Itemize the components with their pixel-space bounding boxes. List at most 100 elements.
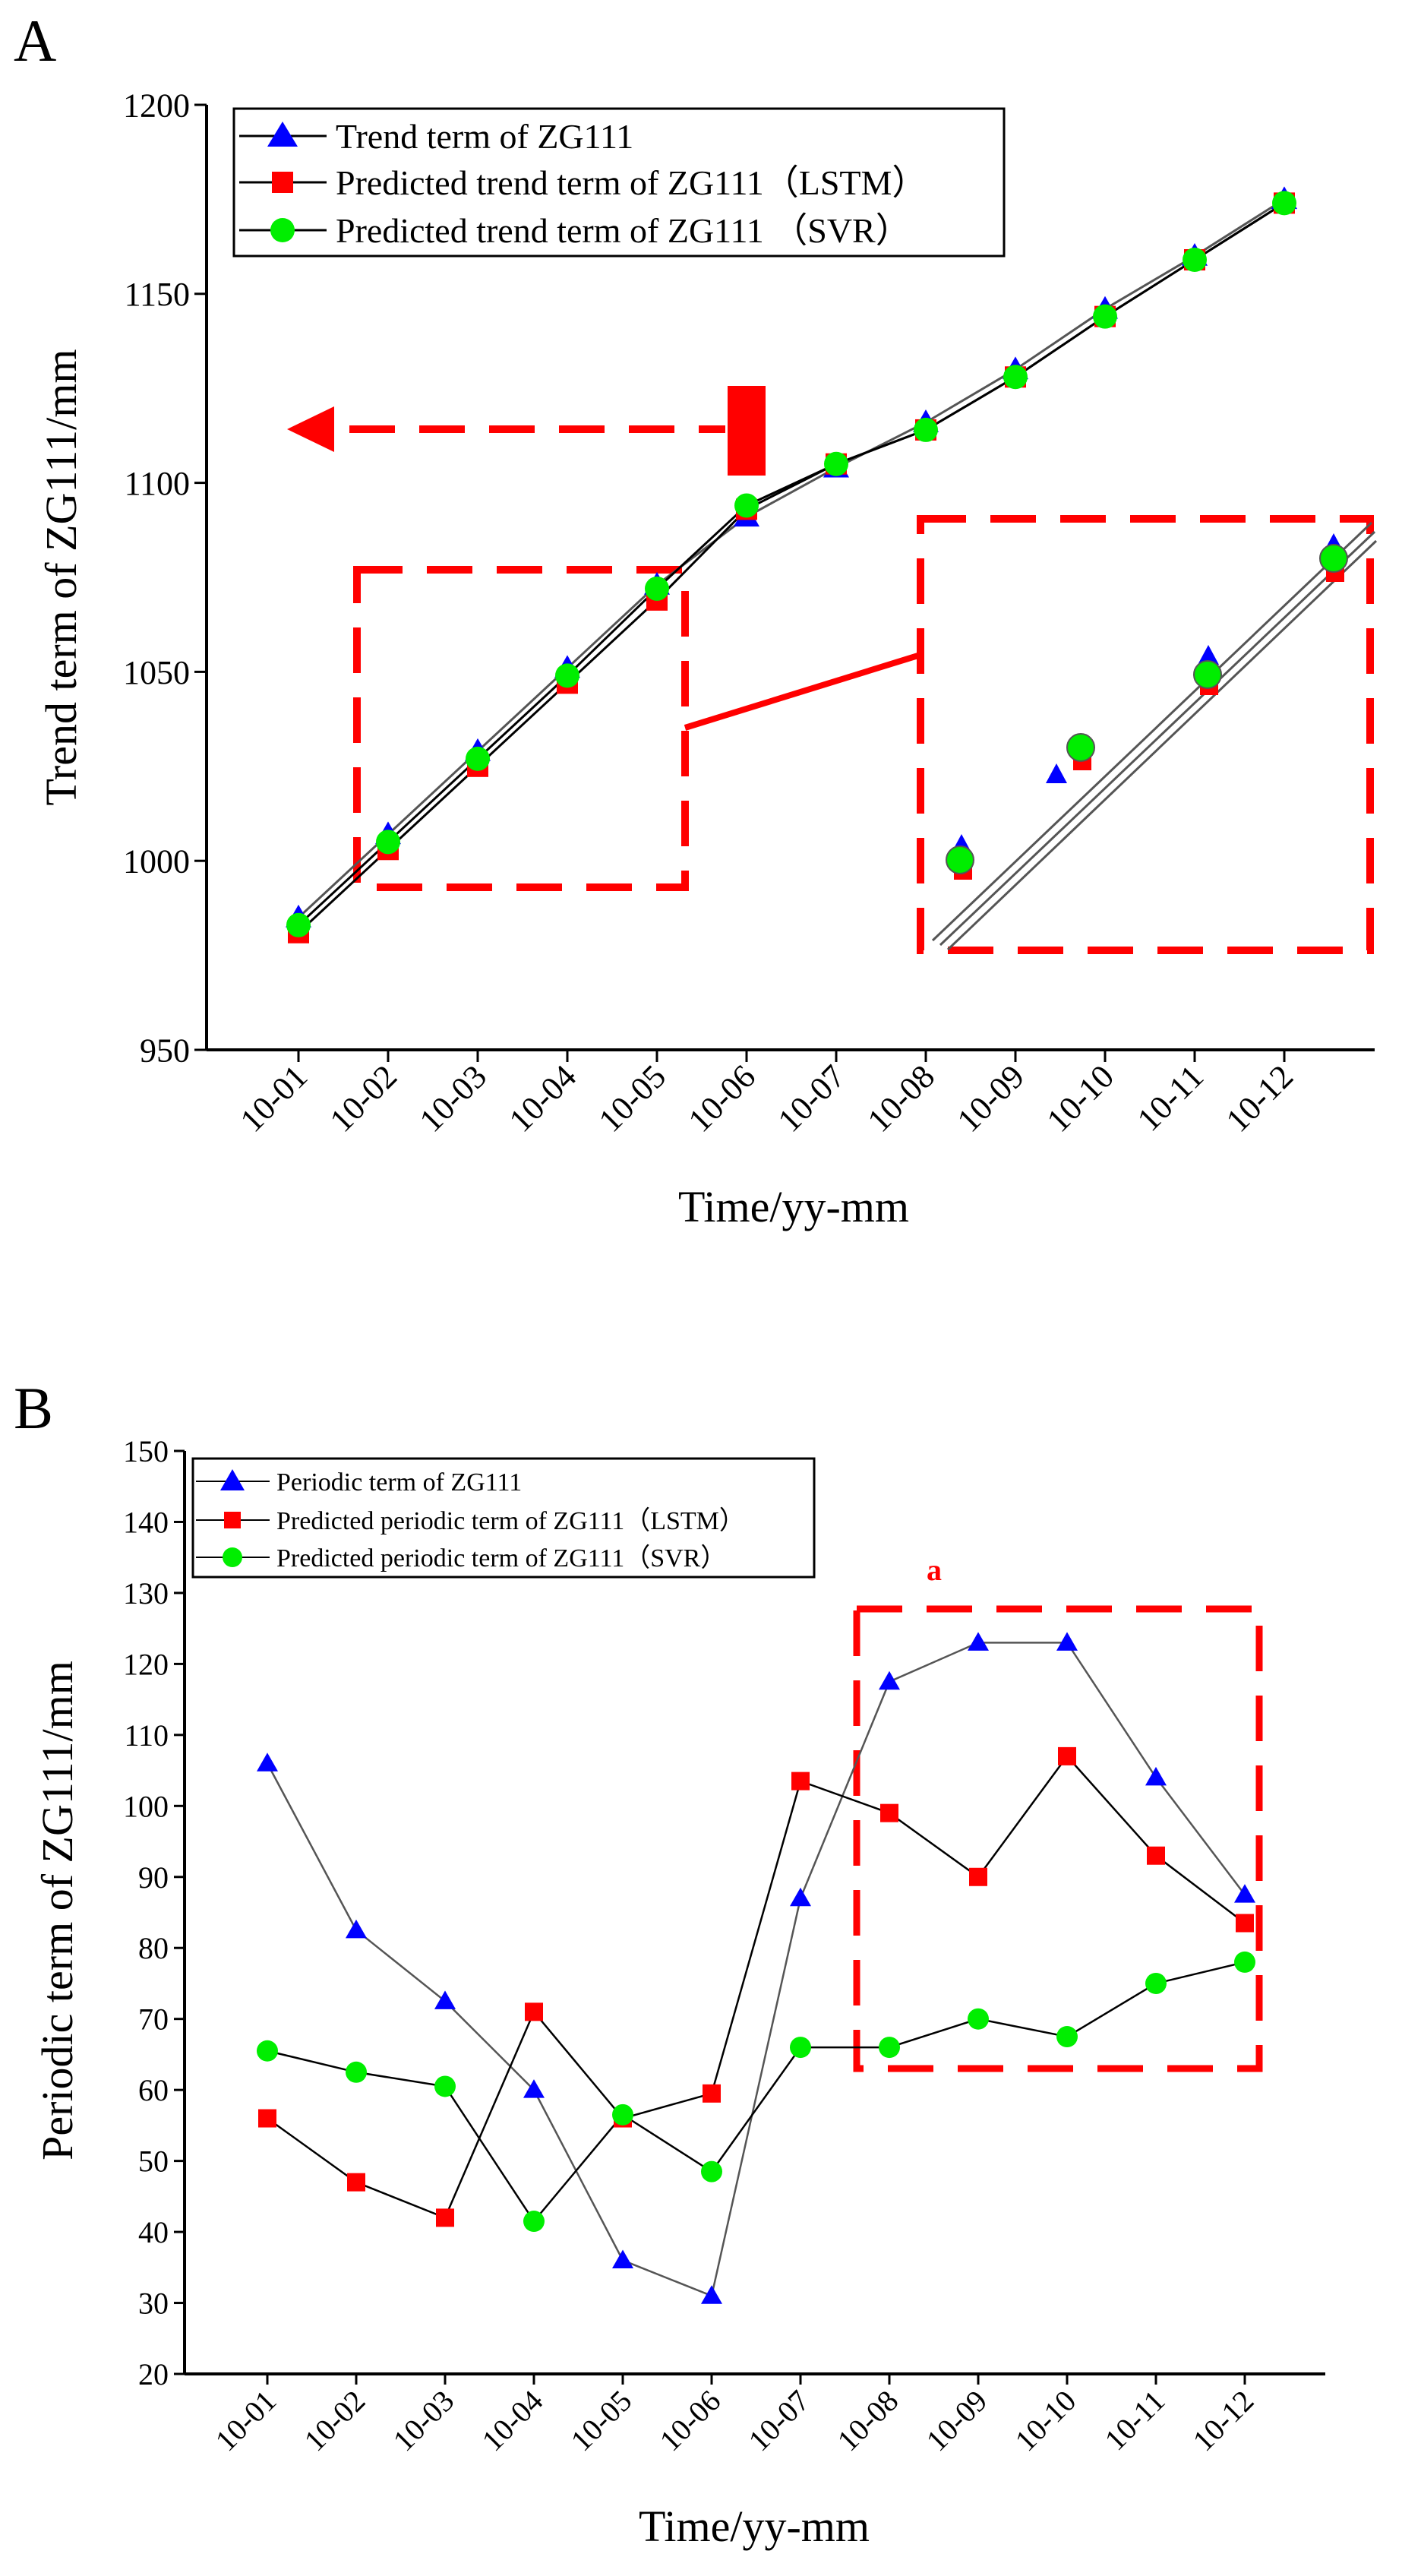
chart-b-highlight-label: a (927, 1553, 942, 1587)
chart-b-y-tick-label: 70 (138, 2002, 169, 2037)
chart-a-legend-label-observed: Trend term of ZG111 (336, 117, 633, 156)
chart-b-legend: Periodic term of ZG111 Predicted periodi… (191, 1457, 816, 1579)
chart-b-legend-label-svr: Predicted periodic term of ZG111（SVR） (276, 1544, 726, 1572)
chart-b-point-circle (968, 2008, 989, 2030)
chart-a-y-tick-label: 950 (140, 1032, 190, 1069)
chart-b-point-triangle (257, 1753, 278, 1772)
chart-b-y-axis-title: Periodic term of ZG111/mm (33, 1661, 82, 2160)
chart-b-point-triangle (612, 2249, 633, 2268)
chart-b-y-tick-label: 40 (138, 2215, 169, 2249)
chart-b-point-triangle (523, 2079, 545, 2098)
chart-b-y-tick-label: 150 (123, 1434, 169, 1468)
chart-a-inset-line-svr (946, 539, 1378, 951)
chart-b-y-tick-label: 130 (123, 1576, 169, 1610)
chart-b-y-tick-label: 30 (138, 2287, 169, 2321)
chart-b-y-tick-label: 80 (138, 1931, 169, 1965)
chart-a-point-circle (734, 493, 759, 518)
chart-a-inset-marker-svr (1319, 544, 1348, 573)
chart-b-y-ticks: 20 30 40 50 60 70 80 90 100 110 120 130 140 150 (123, 1434, 185, 2391)
chart-b-point-circle (612, 2103, 633, 2126)
chart-a-legend-box (232, 107, 1006, 258)
chart-b-point-circle (346, 2061, 367, 2083)
chart-b-y-tick-label: 50 (138, 2145, 169, 2179)
chart-a-point-circle (824, 451, 848, 476)
chart-b-point-triangle (434, 1990, 456, 2009)
chart-b-point-triangle (879, 1670, 900, 1690)
chart-a-y-tick-label: 1050 (123, 654, 190, 691)
chart-b-y-tick-label: 60 (138, 2073, 169, 2107)
chart-a-inset-marker-svr (946, 845, 974, 874)
chart-a-point-circle (466, 746, 490, 771)
chart-b-point-square (347, 2173, 365, 2192)
chart-b-point-circle (257, 2040, 278, 2062)
chart-a-point-circle (286, 912, 311, 937)
chart-a-inset-line-lstm (939, 530, 1376, 947)
panel-a-letter: A (14, 8, 56, 74)
chart-b-point-circle (434, 2075, 456, 2097)
chart-b-legend-label-lstm: Predicted periodic term of ZG111（LSTM） (276, 1506, 745, 1535)
chart-b-y-tick-label: 110 (124, 1718, 169, 1753)
chart-a-series-line-triangle (297, 198, 1285, 918)
chart-b-point-triangle (346, 1919, 367, 1939)
chart-a-inset-marker-svr (1193, 660, 1222, 689)
chart-b-legend-marker-square (224, 1512, 241, 1528)
chart-a-y-ticks: 950 1000 1050 1100 1150 1200 (123, 87, 207, 1069)
chart-b-point-circle (879, 2037, 900, 2059)
chart-b-point-square (969, 1867, 987, 1886)
chart-b-legend-marker-triangle (220, 1469, 245, 1490)
chart-a-point-circle (1272, 191, 1296, 216)
chart-a-inset-marker-observed (1198, 645, 1219, 665)
chart-b-x-axis-title: Time/yy-mm (639, 2502, 870, 2551)
chart-b-legend-box (191, 1457, 816, 1579)
chart-b-point-circle (1145, 1972, 1167, 1994)
chart-b-series-line-triangle (266, 1642, 1246, 2297)
chart-b-y-tick-label: 100 (123, 1789, 169, 1823)
chart-b-point-circle (701, 2160, 722, 2182)
chart-b-y-tick-label: 90 (138, 1860, 169, 1895)
chart-a-y-tick-label: 1150 (125, 276, 190, 313)
chart-b-series-layer (257, 1632, 1255, 2304)
chart-a-zoom-box-inset (917, 515, 1374, 954)
chart-b-series-line-circle (267, 1961, 1246, 2224)
chart-b-point-circle (1234, 1951, 1255, 1973)
chart-b-point-triangle (701, 2285, 722, 2304)
chart-a-y-tick-label: 1100 (125, 465, 190, 502)
chart-b-point-circle (790, 2037, 811, 2059)
chart-a-arrow-block (728, 386, 766, 476)
chart-a-point-circle (645, 576, 669, 601)
chart-b-point-triangle (1056, 1632, 1078, 1651)
chart-b-series-line-square (267, 1754, 1246, 2219)
chart-b-legend-label-observed: Periodic term of ZG111 (276, 1468, 522, 1497)
chart-a-point-circle (1183, 248, 1207, 273)
chart-b-point-square (436, 2208, 454, 2227)
chart-a-inset-marker-observed (1046, 763, 1067, 783)
chart-a-inset-marker-svr (1066, 733, 1095, 762)
chart-b-highlight-box (853, 1605, 1263, 2072)
chart-a-arrow-head (287, 406, 334, 452)
chart-a-zoom-annotation (287, 386, 1378, 954)
chart-b-point-triangle (1234, 1884, 1255, 1903)
chart-b-y-tick-label: 120 (123, 1647, 169, 1681)
chart-a-point-circle (1003, 365, 1028, 390)
chart-a-point-circle (1093, 304, 1117, 329)
chart-b-point-square (1147, 1846, 1165, 1865)
chart-a-zoom-box-source (353, 566, 689, 891)
chart-a-y-tick-label: 1200 (123, 87, 190, 124)
chart-a-legend: Trend term of ZG111 Predicted trend term… (232, 107, 1006, 258)
chart-b-point-square (1236, 1914, 1254, 1933)
chart-b-point-square (1058, 1746, 1076, 1765)
chart-b-point-square (791, 1772, 810, 1791)
chart-a-point-circle (376, 830, 400, 855)
chart-b-point-triangle (790, 1887, 811, 1907)
chart-a-x-axis-title: Time/yy-mm (678, 1182, 909, 1231)
chart-b-point-square (525, 2002, 543, 2021)
chart-b-point-circle (523, 2211, 545, 2233)
chart-a-legend-marker-square (272, 172, 293, 193)
chart-a-inset-line-observed (931, 521, 1373, 942)
chart-a-legend-label-lstm: Predicted trend term of ZG111（LSTM） (336, 163, 927, 202)
chart-a-legend-marker-triangle (267, 122, 298, 147)
panel-b-letter: B (14, 1375, 53, 1441)
chart-a-series-line-circle (297, 202, 1285, 926)
chart-a-point-circle (555, 663, 579, 688)
